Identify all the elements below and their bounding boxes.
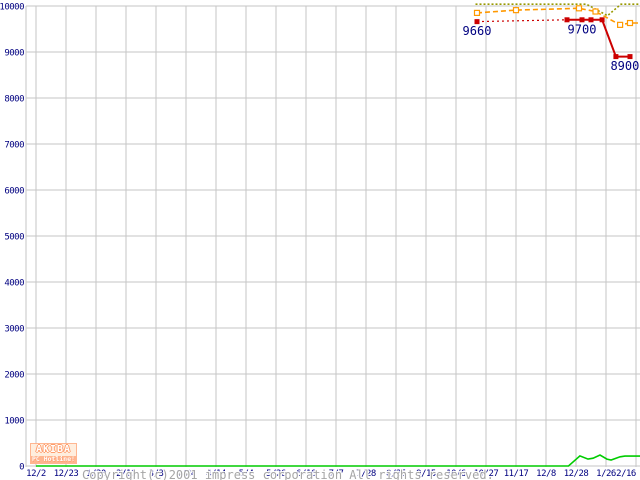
x-tick-label: 8/25	[386, 469, 406, 479]
y-tick-label: 6000	[4, 187, 24, 197]
copyright-text: Copyright(c)2001 impress corporation All…	[82, 443, 494, 480]
x-tick-label: 12/23	[54, 469, 79, 479]
red-square-marker	[588, 17, 594, 23]
price-value-label: 8900	[610, 59, 639, 73]
y-tick-label: 4000	[4, 279, 24, 289]
y-tick-label: 1000	[4, 417, 24, 427]
x-tick-label: 12/28	[564, 469, 589, 479]
y-tick-label: 10000	[0, 3, 24, 13]
y-tick-label: 9000	[4, 49, 24, 59]
logo-subtitle: PC Hotline!	[31, 455, 76, 463]
price-value-label: 9660	[463, 24, 492, 38]
x-tick-label: 5/26	[266, 469, 286, 479]
orange-open-square-marker	[512, 7, 520, 14]
red-square-marker	[627, 54, 633, 60]
red-square-marker	[613, 54, 619, 60]
y-tick-label: 2000	[4, 371, 24, 381]
x-tick-label: 2/10	[116, 469, 136, 479]
logo-title: AKIBA	[35, 444, 72, 455]
y-tick-label: 0	[19, 463, 24, 473]
y-tick-label: 5000	[4, 233, 24, 243]
series-olive-line	[475, 3, 640, 17]
red-square-marker	[474, 19, 480, 25]
x-tick-label: 11/17	[504, 469, 529, 479]
x-tick-label: 3/24	[176, 469, 196, 479]
x-tick-label: 10/27	[474, 469, 499, 479]
x-tick-label: 4/14	[206, 469, 226, 479]
x-tick-label: 12/8	[536, 469, 556, 479]
orange-open-square-marker	[626, 19, 634, 27]
y-tick-label: 7000	[4, 141, 24, 151]
x-tick-label: 12/2	[26, 469, 46, 479]
x-tick-label: 7/7	[329, 469, 344, 479]
x-tick-label: 6/16	[296, 469, 316, 479]
red-square-marker	[599, 17, 605, 23]
orange-open-square-marker	[575, 5, 583, 12]
x-tick-label: 1/26	[596, 469, 616, 479]
price-value-label: 9700	[568, 22, 597, 36]
copyright-line1: Copyright(c)2001 impress corporation All…	[82, 468, 494, 480]
orange-open-square-marker	[473, 9, 481, 16]
series-red-gap-line	[476, 19, 568, 23]
series-orange-line	[476, 7, 640, 26]
y-tick-label: 8000	[4, 95, 24, 105]
orange-open-square-marker	[616, 21, 624, 28]
y-tick-label: 3000	[4, 325, 24, 335]
series-green-line	[36, 454, 640, 467]
x-tick-label: 9/15	[416, 469, 436, 479]
x-tick-label: 7/28	[356, 469, 376, 479]
x-tick-label: 2/16	[616, 469, 636, 479]
x-tick-label: 10/6	[446, 469, 466, 479]
x-tick-label: 5/4	[239, 469, 254, 479]
red-square-marker	[564, 17, 570, 23]
x-tick-label: 1/20	[86, 469, 106, 479]
red-square-marker	[579, 17, 585, 23]
x-tick-label: 3/3	[149, 469, 164, 479]
orange-open-square-marker	[592, 8, 599, 15]
akiba-pc-hotline-logo: AKIBA PC Hotline!	[30, 443, 77, 464]
